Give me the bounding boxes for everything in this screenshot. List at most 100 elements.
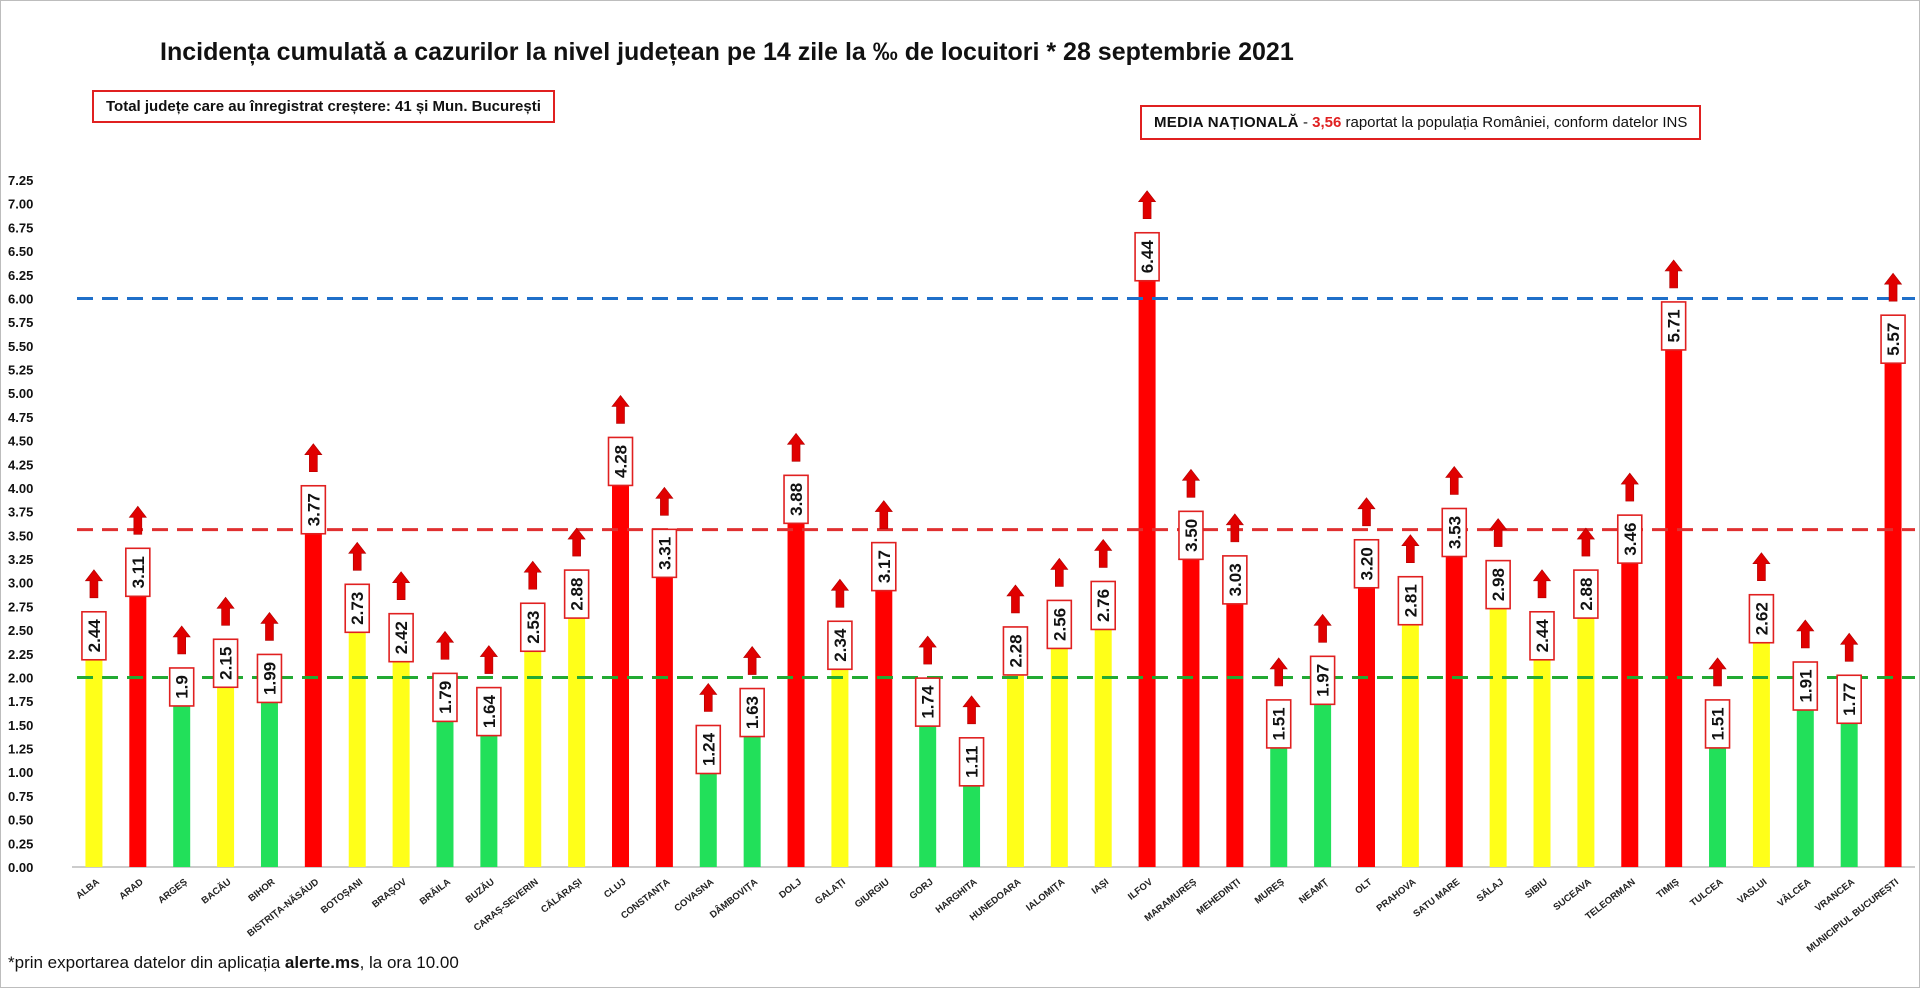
up-arrow-icon <box>743 646 762 675</box>
data-label-box <box>1485 559 1511 610</box>
data-label: 1.64 <box>480 695 499 729</box>
data-label-box <box>1046 599 1073 650</box>
y-tick-label: 6.75 <box>8 220 33 235</box>
data-label: 6.44 <box>1138 240 1157 274</box>
x-tick-label: SIBIU <box>1523 877 1550 901</box>
x-tick-label: CONSTANȚA <box>619 877 672 922</box>
y-tick-label: 1.50 <box>8 718 33 733</box>
data-label: 1.77 <box>1840 683 1859 716</box>
bar <box>1314 680 1332 867</box>
bar <box>436 697 454 867</box>
data-label-box <box>1134 231 1160 282</box>
data-label-box <box>344 583 371 634</box>
y-tick-label: 2.50 <box>8 623 33 638</box>
data-label: 2.56 <box>1050 608 1069 641</box>
up-arrow-icon <box>1576 527 1596 557</box>
bar <box>392 637 410 867</box>
x-tick-label: BUZĂU <box>464 877 497 906</box>
up-arrow-icon <box>1225 513 1244 543</box>
up-arrow-icon <box>1181 468 1201 498</box>
x-tick-label: PRAHOVA <box>1375 877 1419 915</box>
bar <box>173 686 191 867</box>
x-tick-label: BACĂU <box>200 877 234 907</box>
bar <box>1270 723 1288 867</box>
bar <box>1401 600 1419 867</box>
up-arrow-icon <box>128 505 147 535</box>
data-label-box <box>1880 314 1906 364</box>
bar <box>1709 723 1727 867</box>
data-label: 2.73 <box>348 592 367 625</box>
bar <box>1050 624 1068 867</box>
x-tick-label: BRĂILA <box>418 877 453 908</box>
y-tick-label: 0.25 <box>8 836 33 851</box>
y-tick-label: 0.50 <box>8 813 33 828</box>
up-arrow-icon <box>1883 272 1903 302</box>
data-label: 2.76 <box>1094 589 1113 622</box>
up-arrow-icon <box>962 695 981 725</box>
bar <box>919 702 937 867</box>
x-tick-label: ILFOV <box>1126 876 1155 902</box>
x-tick-label: NEAMȚ <box>1297 877 1331 907</box>
footnote: *prin exportarea datelor din aplicația a… <box>8 953 459 973</box>
data-label-box <box>1441 507 1468 558</box>
data-label-box <box>432 672 458 723</box>
data-label: 2.53 <box>524 611 543 644</box>
y-tick-label: 6.50 <box>8 244 33 259</box>
data-label: 3.46 <box>1621 523 1640 556</box>
x-tick-label: VÂLCEA <box>1775 876 1813 910</box>
x-tick-label: MUREȘ <box>1253 877 1287 907</box>
bar <box>1006 650 1024 867</box>
x-tick-label: COVASNA <box>672 877 716 915</box>
x-tick-label: CĂLĂRAȘI <box>539 877 584 916</box>
data-label-box <box>695 724 722 775</box>
bar <box>612 461 630 867</box>
data-label: 2.44 <box>85 619 104 653</box>
national-average-label: MEDIA NAȚIONALĂ <box>1154 114 1299 131</box>
bar <box>129 572 147 867</box>
total-counties-box: Total județe care au înregistrat creșter… <box>92 90 555 123</box>
data-label-box <box>870 541 897 592</box>
data-label-box <box>168 667 195 707</box>
data-label-box <box>1748 593 1775 644</box>
y-tick-label: 5.50 <box>8 339 33 354</box>
up-arrow-icon <box>260 611 279 641</box>
x-tick-label: VASLUI <box>1736 877 1770 907</box>
data-label: 1.97 <box>1314 664 1333 697</box>
bar <box>743 712 761 867</box>
bar <box>524 627 542 867</box>
data-label-box <box>1573 569 1599 619</box>
data-label: 2.81 <box>1401 584 1420 617</box>
data-label-box <box>1090 580 1117 631</box>
up-arrow-icon <box>1401 534 1420 564</box>
x-tick-label: ALBA <box>74 877 102 902</box>
data-label: 1.79 <box>436 681 455 714</box>
data-label: 2.34 <box>831 628 850 662</box>
data-label-box <box>651 528 678 579</box>
bar <box>217 663 235 867</box>
y-tick-label: 4.75 <box>8 410 33 425</box>
data-label-box <box>388 612 414 663</box>
y-tick-label: 5.75 <box>8 315 33 330</box>
up-arrow-icon <box>216 596 235 626</box>
data-label: 2.98 <box>1489 568 1508 601</box>
data-label: 1.99 <box>260 662 279 695</box>
national-average-dash: - <box>1298 114 1313 131</box>
data-label-box <box>1660 301 1687 351</box>
bar <box>1182 535 1200 867</box>
y-tick-label: 2.25 <box>8 647 33 662</box>
y-tick-label: 0.75 <box>8 789 33 804</box>
bar <box>1884 339 1902 868</box>
up-arrow-icon <box>1796 619 1815 649</box>
bar <box>831 645 849 867</box>
data-label: 2.44 <box>1533 619 1552 653</box>
up-arrow-icon <box>348 541 367 571</box>
data-label-box <box>1353 538 1380 589</box>
data-label-box <box>1178 510 1204 561</box>
x-tick-label: SĂLAJ <box>1475 877 1506 905</box>
data-label-box <box>519 602 546 653</box>
up-arrow-icon <box>523 560 542 590</box>
data-label-box <box>739 687 765 738</box>
up-arrow-icon <box>1532 569 1552 599</box>
x-tick-label: TULCEA <box>1688 877 1725 909</box>
